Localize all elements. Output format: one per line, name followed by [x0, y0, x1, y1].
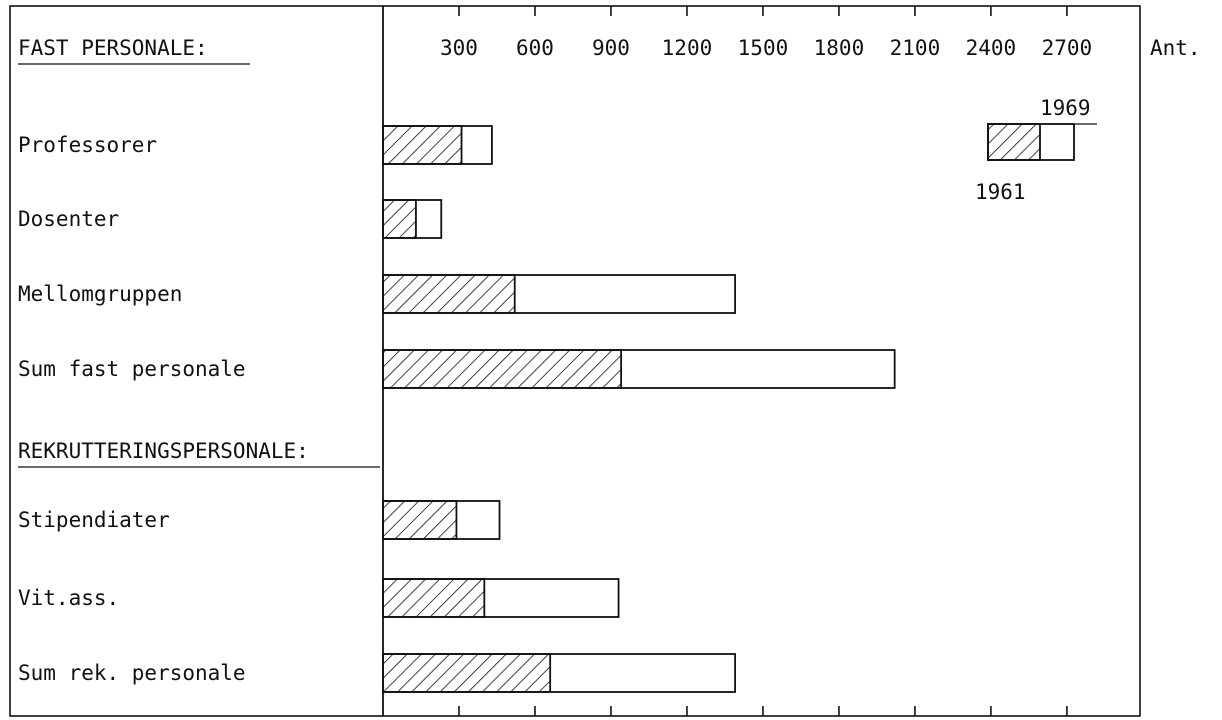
x-tick-label: 300 — [440, 36, 478, 60]
bar-1961 — [382, 274, 516, 314]
category-label: Dosenter — [18, 207, 119, 231]
x-tick-label: 600 — [516, 36, 554, 60]
x-axis-unit-label: Ant. — [1150, 36, 1201, 60]
bar-1961 — [382, 500, 458, 540]
bars — [382, 125, 896, 693]
category-label: Sum rek. personale — [18, 661, 246, 685]
legend-label-1961: 1961 — [975, 180, 1026, 204]
x-tick-label: 2400 — [966, 36, 1017, 60]
legend: 1969 1961 — [975, 96, 1097, 204]
bar-1961 — [382, 349, 623, 389]
x-tick-label: 900 — [592, 36, 630, 60]
category-label: Professorer — [18, 133, 157, 157]
x-tick-label: 1800 — [814, 36, 865, 60]
x-axis-ticks: 300 600 900 1200 1500 1800 2100 2400 2700 — [440, 6, 1092, 716]
bar-1961 — [382, 578, 486, 618]
x-tick-label: 1500 — [738, 36, 789, 60]
category-label: Stipendiater — [18, 508, 170, 532]
bar-1961 — [382, 199, 417, 239]
legend-swatch-1961 — [987, 123, 1041, 161]
bar-1961 — [382, 653, 552, 693]
legend-label-1969: 1969 — [1040, 96, 1091, 120]
category-labels: Professorer Dosenter Mellomgruppen Sum fast… — [18, 133, 246, 685]
x-tick-label: 2700 — [1042, 36, 1093, 60]
x-tick-label: 1200 — [662, 36, 713, 60]
section-heading-rekruttering: REKRUTTERINGSPERSONALE: — [18, 439, 309, 463]
category-label: Vit.ass. — [18, 586, 119, 610]
bar-1961 — [382, 125, 463, 165]
section-heading-fast: FAST PERSONALE: — [18, 36, 208, 60]
x-tick-label: 2100 — [890, 36, 941, 60]
category-label: Sum fast personale — [18, 357, 246, 381]
chart-frame — [9, 5, 1141, 717]
category-label: Mellomgruppen — [18, 282, 182, 306]
